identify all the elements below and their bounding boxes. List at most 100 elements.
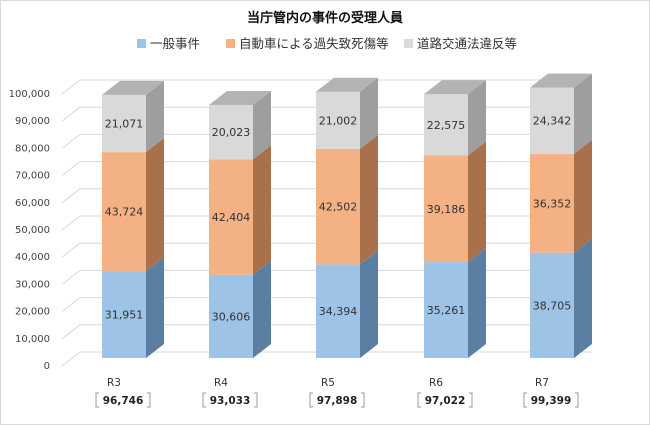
bar-side-R6-1 xyxy=(468,248,486,358)
gridline-diag-4 xyxy=(61,242,81,258)
gridline-diag-5 xyxy=(61,215,81,231)
total-bracket-left xyxy=(309,392,313,408)
gridline-diag-0 xyxy=(61,351,81,367)
total-label-R3: 96,746 xyxy=(103,395,144,407)
total-bracket-right xyxy=(575,392,579,408)
data-label: 43,724 xyxy=(105,206,144,219)
y-tick-label: 80,000 xyxy=(15,143,50,154)
data-label: 35,261 xyxy=(427,304,466,317)
legend-label-3: 道路交通法違反等 xyxy=(417,36,517,51)
bar-side-R3-1 xyxy=(146,257,164,358)
data-label: 21,002 xyxy=(319,114,358,127)
y-tick-label: 90,000 xyxy=(15,116,50,127)
data-label: 20,023 xyxy=(212,126,251,139)
bar-top-R4 xyxy=(209,90,271,105)
total-label-R6: 97,022 xyxy=(425,395,466,407)
data-label: 42,502 xyxy=(319,201,358,214)
total-bracket-right xyxy=(361,392,365,408)
bar-R5-1 xyxy=(316,264,360,358)
bar-top-R7 xyxy=(530,73,592,88)
legend-swatch-3 xyxy=(404,39,413,48)
data-label: 30,606 xyxy=(212,310,251,323)
gridline-diag-3 xyxy=(61,270,81,285)
y-tick-label: 70,000 xyxy=(15,171,50,182)
bar-side-R6-2 xyxy=(468,141,486,263)
gridline-diag-6 xyxy=(61,188,81,204)
y-tick-label: 40,000 xyxy=(15,252,50,263)
y-tick-label: 0 xyxy=(44,361,50,372)
bar-top-R5 xyxy=(316,77,378,92)
bar-R3-2 xyxy=(102,152,146,272)
legend-label-1: 一般事件 xyxy=(150,36,200,51)
bar-R3-3 xyxy=(102,94,146,153)
total-bracket-right xyxy=(147,392,151,408)
bar-R4-1 xyxy=(209,274,253,358)
x-axis: R3 96,746 R4 93,033 R5 97,898 R6 97,022 R7 99,399 xyxy=(95,377,579,408)
y-tick-label: 50,000 xyxy=(15,225,50,236)
y-tick-label: 30,000 xyxy=(15,279,50,290)
bar-R7-1 xyxy=(530,252,574,358)
bar-top-R6 xyxy=(424,80,486,95)
legend-label-2: 自動車による過失致死傷等 xyxy=(239,36,389,51)
y-tick-label: 10,000 xyxy=(15,334,50,345)
total-bracket-left xyxy=(202,392,206,408)
bar-R5-3 xyxy=(316,91,360,149)
bar-R6-2 xyxy=(424,155,468,263)
data-label: 36,352 xyxy=(533,197,572,210)
gridline-diag-10 xyxy=(61,79,81,95)
category-label-R7: R7 xyxy=(535,377,549,389)
category-label-R4: R4 xyxy=(214,377,228,389)
chart-title: 当庁管内の事件の受理人員 xyxy=(247,10,403,26)
data-label: 39,186 xyxy=(427,203,466,216)
bar-R6-1 xyxy=(424,262,468,358)
bar-R4-2 xyxy=(209,159,253,275)
bar-R7-2 xyxy=(530,153,574,253)
bar-side-R6-3 xyxy=(468,80,486,156)
category-label-R3: R3 xyxy=(107,377,121,389)
bar-side-R5-2 xyxy=(360,134,378,265)
total-bracket-left xyxy=(417,392,421,408)
total-label-R7: 99,399 xyxy=(531,395,572,407)
bar-R5-2 xyxy=(316,148,360,265)
bar-side-R7-3 xyxy=(574,73,592,154)
y-tick-label: 100,000 xyxy=(9,89,50,100)
y-axis: 0 10,000 20,000 30,000 40,000 50,000 60,000 70,… xyxy=(9,89,50,372)
category-label-R5: R5 xyxy=(321,377,335,389)
bar-side-R3-2 xyxy=(146,138,164,272)
bar-side-R4-2 xyxy=(253,145,271,275)
data-label: 21,071 xyxy=(105,118,144,131)
bar-side-R4-1 xyxy=(253,260,271,358)
bar-R7-3 xyxy=(530,87,574,154)
total-bracket-left xyxy=(523,392,527,408)
total-bracket-right xyxy=(469,392,473,408)
bar-side-R5-1 xyxy=(360,250,378,358)
bar-side-R5-3 xyxy=(360,77,378,149)
legend: 一般事件 自動車による過失致死傷等 道路交通法違反等 xyxy=(137,36,517,51)
bar-side-R4-3 xyxy=(253,90,271,160)
total-bracket-right xyxy=(254,392,258,408)
data-label: 38,705 xyxy=(533,299,572,312)
legend-swatch-1 xyxy=(137,39,146,48)
bar-side-R7-2 xyxy=(574,139,592,253)
gridline-diag-9 xyxy=(61,106,81,122)
gridline-diag-2 xyxy=(61,297,81,312)
bar-R4-3 xyxy=(209,104,253,160)
data-label: 31,951 xyxy=(105,309,144,322)
legend-swatch-2 xyxy=(226,39,235,48)
gridline-diag-1 xyxy=(61,324,81,340)
bar-side-R3-3 xyxy=(146,80,164,153)
data-label: 24,342 xyxy=(533,115,572,128)
gridline-diag-8 xyxy=(61,134,81,149)
data-label: 22,575 xyxy=(427,119,466,132)
bar-R6-3 xyxy=(424,94,468,156)
total-label-R5: 97,898 xyxy=(317,395,358,407)
data-label: 42,404 xyxy=(212,211,251,224)
bar-side-R7-1 xyxy=(574,238,592,358)
bar-top-R3 xyxy=(102,80,164,95)
y-tick-label: 60,000 xyxy=(15,198,50,209)
total-bracket-left xyxy=(95,392,99,408)
total-label-R4: 93,033 xyxy=(210,395,251,407)
bar-R3-1 xyxy=(102,271,146,358)
data-label: 34,394 xyxy=(319,305,358,318)
